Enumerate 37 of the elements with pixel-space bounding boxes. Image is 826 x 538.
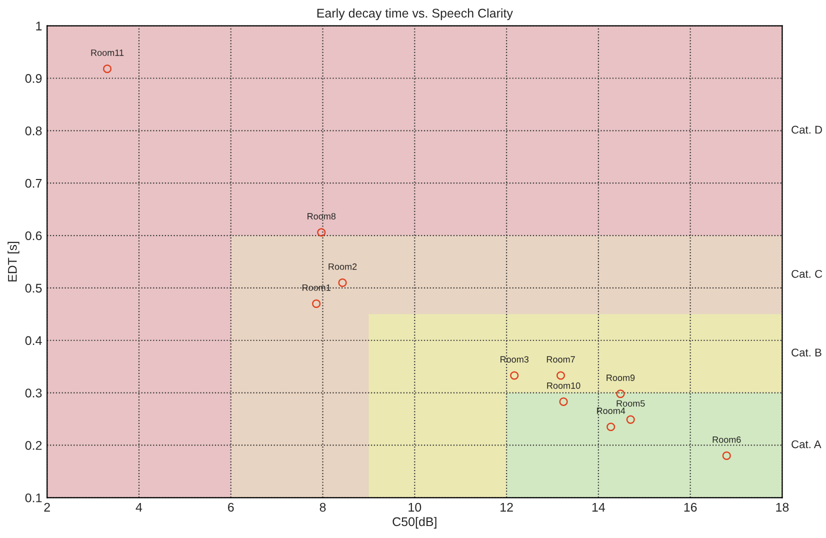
annotation: Room1 — [302, 284, 330, 291]
y-tick-label: 0.5 — [25, 284, 42, 293]
x-tick-label: 2 — [44, 502, 50, 512]
y-tick-label: 0.8 — [25, 126, 42, 136]
y-tick-label: 0.1 — [25, 493, 42, 502]
y-tick-label: 0.4 — [25, 336, 42, 346]
x-tick-label: 18 — [776, 502, 789, 512]
y-tick-label: 0.3 — [25, 388, 42, 398]
chart-title: Early decay time vs. Speech Clarity — [317, 8, 513, 20]
annotation: Room4 — [597, 408, 626, 414]
y-tick-label: 0.6 — [25, 231, 42, 240]
x-tick-label: 16 — [684, 502, 697, 512]
annotation: Room6 — [712, 436, 741, 443]
annotation: Room3 — [500, 356, 529, 363]
x-tick-label: 14 — [592, 502, 606, 512]
annotation: Room10 — [547, 382, 580, 389]
annotation: Room2 — [328, 263, 357, 270]
annotation: Room11 — [91, 50, 124, 56]
y-tick-label: 0.7 — [25, 178, 42, 188]
band-label: Cat. B — [792, 348, 822, 356]
y-axis-title: EDT [s] — [8, 242, 20, 282]
band-label: Cat. D — [792, 126, 822, 134]
y-tick-label: 0.2 — [25, 441, 42, 450]
y-tick-label: 1 — [36, 22, 42, 30]
x-tick-label: 10 — [408, 502, 422, 512]
annotation: Room8 — [308, 213, 336, 220]
x-axis-title: C50[dB] — [392, 516, 436, 529]
annotation: Room9 — [606, 374, 635, 381]
x-tick-label: 8 — [320, 502, 326, 512]
annotation: Room5 — [616, 400, 645, 407]
band-label: Cat. C — [792, 270, 822, 278]
x-tick-label: 4 — [136, 502, 142, 512]
y-tick-label: 0.9 — [25, 74, 42, 83]
annotation: Room7 — [546, 356, 575, 363]
x-tick-label: 6 — [228, 502, 234, 512]
x-tick-label: 12 — [500, 502, 513, 512]
band-label: Cat. A — [792, 440, 822, 448]
